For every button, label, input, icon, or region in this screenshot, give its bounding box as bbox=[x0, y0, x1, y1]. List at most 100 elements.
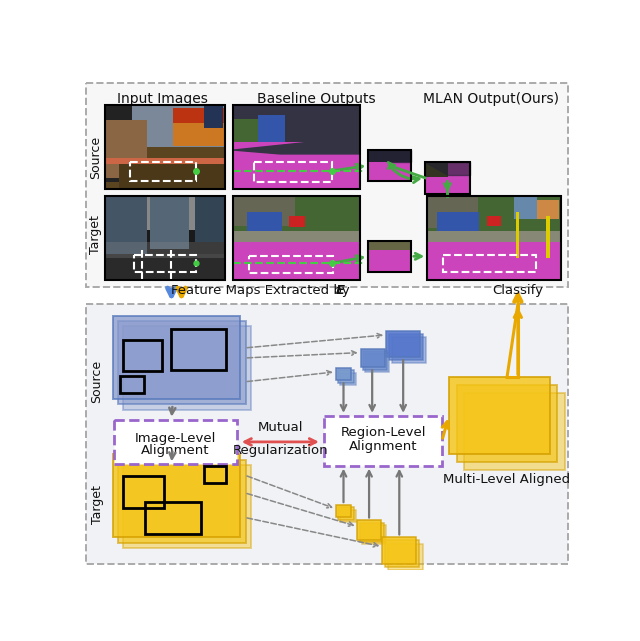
Bar bbox=[389, 334, 423, 360]
Bar bbox=[119, 162, 225, 189]
Bar bbox=[385, 540, 419, 567]
Bar bbox=[105, 147, 225, 189]
Text: Target: Target bbox=[89, 215, 102, 254]
Bar bbox=[145, 502, 201, 535]
Bar bbox=[368, 241, 411, 272]
Bar bbox=[363, 351, 387, 369]
Bar bbox=[204, 104, 223, 128]
Bar bbox=[428, 242, 561, 280]
Bar bbox=[204, 466, 226, 483]
Bar bbox=[368, 150, 411, 181]
Bar bbox=[249, 256, 333, 272]
Polygon shape bbox=[425, 162, 470, 176]
Bar bbox=[234, 231, 360, 254]
Bar bbox=[340, 510, 356, 522]
Bar bbox=[428, 231, 561, 254]
Bar bbox=[392, 337, 426, 363]
Bar bbox=[546, 215, 550, 258]
Bar bbox=[360, 523, 384, 542]
Bar bbox=[105, 196, 225, 230]
Bar bbox=[340, 372, 356, 385]
Bar bbox=[195, 196, 225, 242]
Bar bbox=[358, 520, 381, 540]
Bar bbox=[113, 315, 241, 399]
Bar bbox=[113, 454, 241, 537]
Bar bbox=[124, 465, 252, 548]
Bar bbox=[425, 162, 470, 194]
Bar bbox=[86, 304, 568, 564]
Bar bbox=[436, 212, 479, 238]
Bar bbox=[338, 507, 353, 520]
Bar bbox=[105, 158, 225, 164]
Text: Feature Maps Extracted by: Feature Maps Extracted by bbox=[172, 285, 355, 297]
Bar bbox=[514, 196, 537, 219]
Bar bbox=[259, 115, 285, 146]
Text: Alignment: Alignment bbox=[141, 444, 209, 457]
Bar bbox=[234, 242, 360, 280]
Bar bbox=[428, 196, 561, 280]
Bar bbox=[105, 104, 225, 189]
Text: Classify: Classify bbox=[492, 285, 543, 297]
Bar bbox=[171, 329, 227, 369]
Text: Alignment: Alignment bbox=[349, 440, 417, 453]
Bar bbox=[234, 104, 360, 189]
Bar bbox=[289, 215, 305, 227]
Bar bbox=[382, 537, 417, 564]
Bar bbox=[105, 242, 225, 258]
Bar bbox=[338, 370, 353, 383]
Bar bbox=[368, 150, 411, 181]
Bar bbox=[86, 83, 568, 287]
Bar bbox=[365, 353, 389, 372]
Bar bbox=[386, 331, 420, 357]
Bar bbox=[443, 254, 536, 272]
Bar bbox=[234, 154, 360, 189]
Bar bbox=[449, 377, 550, 454]
Bar bbox=[105, 196, 147, 261]
Bar bbox=[537, 200, 559, 219]
Bar bbox=[425, 162, 470, 194]
Bar bbox=[336, 505, 351, 517]
Bar bbox=[105, 104, 132, 181]
Bar bbox=[124, 326, 252, 410]
Bar bbox=[120, 376, 143, 393]
Bar bbox=[173, 108, 225, 123]
Bar bbox=[457, 385, 557, 462]
Bar bbox=[173, 108, 225, 146]
Bar bbox=[234, 196, 360, 280]
Text: Multi-Level Aligned: Multi-Level Aligned bbox=[444, 474, 571, 487]
Bar bbox=[428, 196, 477, 228]
Bar bbox=[388, 544, 422, 570]
Text: Baseline Outputs: Baseline Outputs bbox=[257, 92, 376, 106]
Bar bbox=[487, 215, 501, 226]
Bar bbox=[425, 162, 448, 177]
Text: MLAN Output(Ours): MLAN Output(Ours) bbox=[423, 92, 559, 106]
Bar bbox=[360, 349, 385, 367]
Polygon shape bbox=[368, 150, 411, 162]
Bar bbox=[324, 416, 442, 466]
Bar bbox=[118, 460, 246, 543]
Text: Source: Source bbox=[89, 136, 102, 179]
Text: Regularization: Regularization bbox=[232, 444, 328, 457]
Text: E: E bbox=[336, 285, 345, 297]
Bar bbox=[124, 340, 162, 371]
Bar bbox=[114, 420, 237, 464]
Bar bbox=[368, 241, 411, 272]
Bar bbox=[234, 104, 360, 189]
Text: Image-Level: Image-Level bbox=[134, 432, 216, 445]
Bar bbox=[234, 196, 296, 226]
Bar bbox=[234, 119, 280, 142]
Bar bbox=[105, 104, 225, 147]
Text: Mutual: Mutual bbox=[257, 421, 303, 434]
Bar bbox=[428, 196, 561, 280]
Bar bbox=[516, 212, 520, 258]
Text: Target: Target bbox=[90, 485, 104, 524]
Text: Input Images: Input Images bbox=[118, 92, 209, 106]
Bar bbox=[105, 120, 147, 178]
Bar bbox=[368, 241, 411, 250]
Bar bbox=[254, 162, 332, 181]
Bar bbox=[105, 196, 225, 280]
Text: Source: Source bbox=[90, 360, 104, 403]
Bar bbox=[131, 162, 196, 181]
Bar bbox=[234, 142, 296, 165]
Bar bbox=[428, 196, 561, 242]
